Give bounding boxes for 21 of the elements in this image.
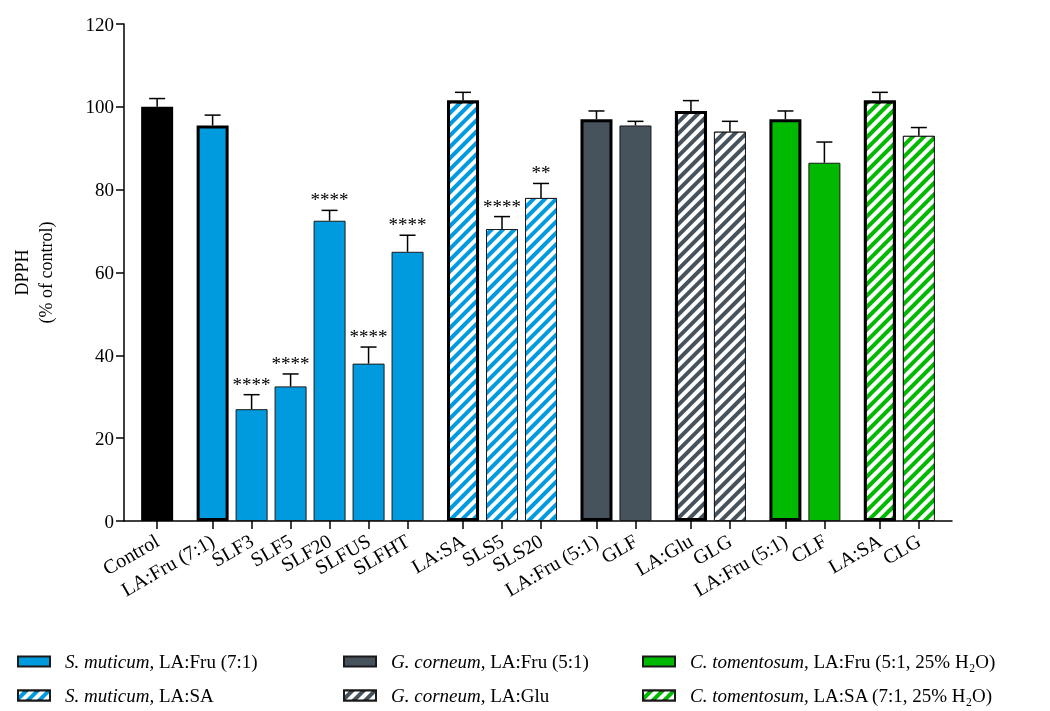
legend-label: G. corneum, LA:Glu xyxy=(391,685,550,706)
y-axis-title: DPPH (% of control) xyxy=(12,221,57,324)
annotation: ** xyxy=(531,162,551,184)
y-tick-label: 0 xyxy=(104,510,114,532)
annotation: **** xyxy=(349,326,388,348)
annotation: **** xyxy=(483,195,522,217)
y-tick-label: 80 xyxy=(95,179,114,201)
legend-label: G. corneum, LA:Fru (5:1) xyxy=(391,651,589,673)
legend-label: S. muticum, LA:Fru (7:1) xyxy=(65,651,258,673)
y-tick-label: 120 xyxy=(85,13,114,35)
annotation: **** xyxy=(232,373,271,395)
y-tick-label: 40 xyxy=(95,344,114,366)
legend-label: C. tomentosum, LA:SA (7:1, 25% H₂O) xyxy=(690,685,993,707)
legend-label: S. muticum, LA:SA xyxy=(65,685,215,706)
y-tick-label: 20 xyxy=(95,427,114,449)
y-tick-label: 100 xyxy=(85,96,114,118)
y-tick-label: 60 xyxy=(95,262,114,283)
annotation: **** xyxy=(271,352,310,374)
legend-label: C. tomentosum, LA:Fru (5:1, 25% H₂O) xyxy=(690,651,996,673)
annotation: **** xyxy=(310,189,349,211)
annotation: **** xyxy=(388,214,427,236)
